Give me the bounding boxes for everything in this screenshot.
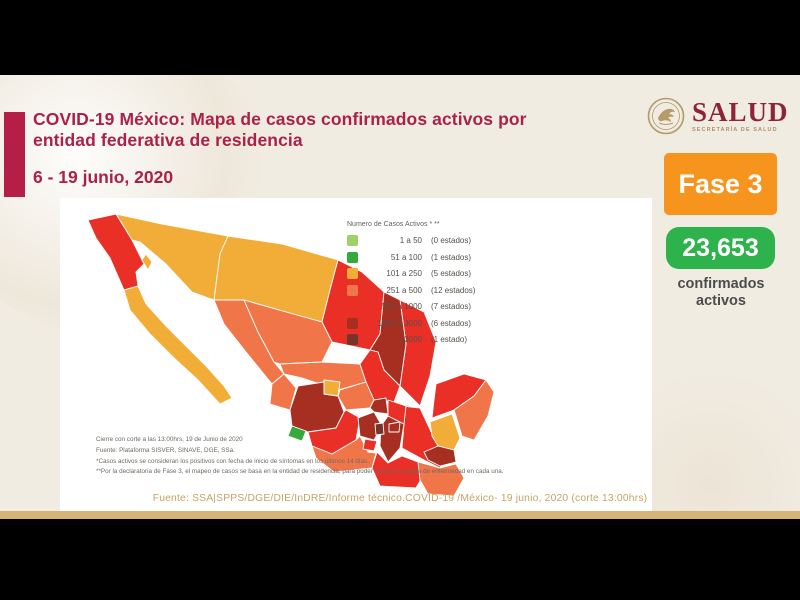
- active-cases-caption: confirmados activos: [652, 276, 790, 310]
- state-chiapas: Chiapas: [417, 461, 465, 497]
- slide-title-line1: COVID-19 México: Mapa de casos confirmad…: [33, 109, 527, 129]
- legend-range: 251 a 500: [386, 285, 422, 295]
- phase-badge: Fase 3: [664, 153, 777, 215]
- legend-range: >3000: [399, 335, 422, 344]
- legend-swatch: [347, 235, 358, 246]
- legend-range: 1 a 50: [399, 236, 422, 245]
- state-sonora: Sonora: [115, 213, 229, 301]
- legend-swatch: [347, 268, 358, 279]
- legend-swatch: [347, 317, 358, 329]
- state-quintana-roo: Quintana Roo: [453, 379, 495, 441]
- legend-range: 501 a 1000: [381, 302, 422, 311]
- legend-row: 51 a 100 (1 estados): [347, 251, 517, 263]
- legend-states-count: (1 estados): [431, 252, 472, 262]
- map-footnotes: Cierre con corte a las 13:00hrs, 19 de J…: [96, 435, 504, 478]
- map-footnote-line: *Casos activos se consideran los positiv…: [96, 457, 370, 465]
- legend-row: 101 a 250 (5 estados): [347, 268, 517, 279]
- legend-states-count: (5 estados): [431, 269, 472, 278]
- legend-states-count: (1 estado): [431, 335, 468, 344]
- legend-row: 501 a 1000 (7 estados): [347, 301, 517, 312]
- gold-footer-bar: [0, 511, 800, 519]
- state-nayarit: Nayarit: [269, 373, 297, 411]
- mexico-choropleth-map: SonoraChihuahuaCoahuilaBaja CaliforniaBa…: [87, 213, 495, 497]
- legend-row: 1 a 50 (0 estados): [347, 235, 517, 246]
- map-legend: Numero de Casos Activos * ** 1 a 50 (0 es…: [347, 221, 517, 351]
- state-ciudad-de-m-xico: Ciudad de México: [374, 422, 385, 436]
- state-tabasco: Tabasco: [423, 445, 457, 467]
- legend-row: 251 a 500 (12 estados): [347, 284, 517, 296]
- logo-text: SALUD SECRETARÍA DE SALUD: [692, 97, 789, 134]
- legend-swatch: [347, 251, 358, 263]
- state-morelos: Morelos: [362, 438, 378, 452]
- date-range: 6 - 19 junio, 2020: [33, 167, 174, 187]
- legend-swatch: [347, 284, 358, 296]
- logo-name: SALUD: [692, 97, 789, 127]
- caption-line2: activos: [696, 293, 746, 309]
- eagle-emblem-icon: [647, 97, 685, 135]
- legend-swatch: [347, 301, 358, 312]
- slide-title: COVID-19 México: Mapa de casos confirmad…: [33, 109, 608, 151]
- footer-source: Fuente: SSA|SPPS/DGE/DIE/InDRE/Informe t…: [152, 493, 648, 504]
- salud-logo: SALUD SECRETARÍA DE SALUD: [646, 96, 789, 136]
- legend-rows: 1 a 50 (0 estados) 51 a 100 (1 estados) 101 …: [347, 235, 517, 345]
- legend-row: >3000 (1 estado): [347, 334, 517, 345]
- legend-states-count: (12 estados): [431, 285, 476, 295]
- state-quer-taro: Querétaro: [369, 397, 389, 415]
- legend-range: 51 a 100: [390, 252, 422, 262]
- state-baja-california-sur: Baja California Sur: [123, 285, 233, 405]
- map-footnote-line: **Por la declaratoria de Fase 3, el mape…: [96, 468, 504, 476]
- presentation-slide: COVID-19 México: Mapa de casos confirmad…: [0, 75, 800, 519]
- legend-states-count: (0 estados): [431, 236, 472, 245]
- legend-range: 1001 a 3000: [377, 318, 423, 328]
- state-isla-tibur-n: Isla Tiburón: [141, 253, 153, 271]
- legend-title: Numero de Casos Activos * **: [347, 221, 440, 228]
- legend-range: 101 a 250: [386, 269, 422, 278]
- left-accent-bar: [4, 112, 25, 197]
- state-tlaxcala: Tlaxcala: [388, 421, 401, 433]
- map-footnote-line: Fuente: Plataforma SISVER, SINAVE, DGE, …: [96, 446, 235, 454]
- legend-states-count: (7 estados): [431, 302, 472, 311]
- slide-title-line2: entidad federativa de residencia: [33, 130, 303, 150]
- legend-states-count: (6 estados): [431, 318, 472, 328]
- state-colima: Colima: [287, 425, 307, 442]
- active-cases-badge: 23,653: [666, 227, 775, 269]
- state-guerrero: Guerrero: [311, 435, 377, 473]
- state-aguascalientes: Aguascalientes: [323, 379, 341, 397]
- legend-swatch: [347, 334, 358, 345]
- legend-row: 1001 a 3000 (6 estados): [347, 317, 517, 329]
- caption-line1: confirmados: [677, 276, 765, 292]
- logo-subtitle: SECRETARÍA DE SALUD: [692, 127, 778, 133]
- map-footnote-line: Cierre con corte a las 13:00hrs, 19 de J…: [96, 436, 243, 443]
- state-baja-california: Baja California: [87, 213, 145, 291]
